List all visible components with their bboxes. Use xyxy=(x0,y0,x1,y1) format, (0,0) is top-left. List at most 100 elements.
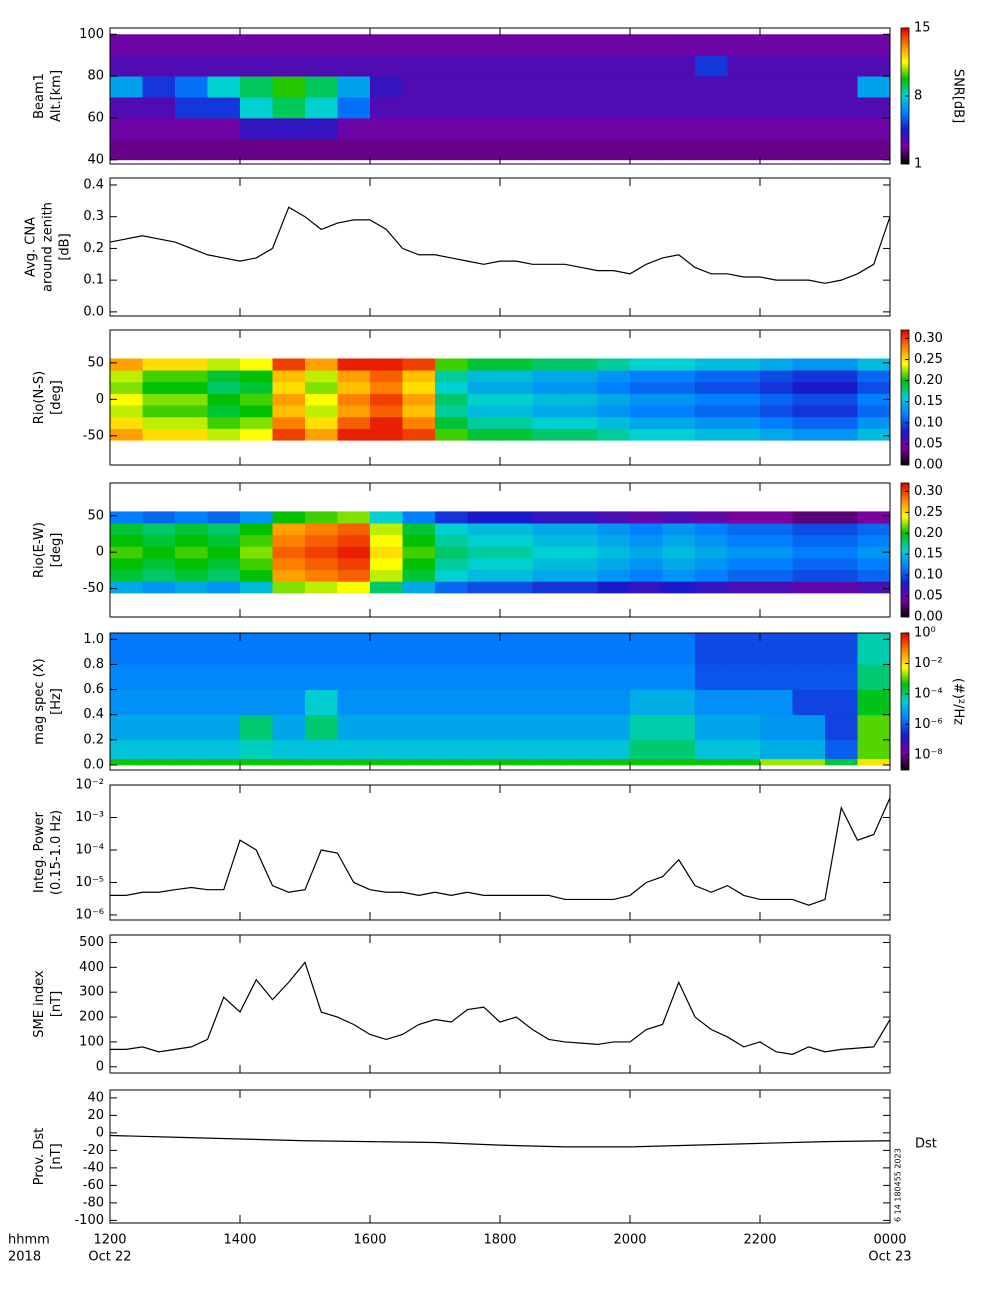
heatmap-cell xyxy=(565,546,598,559)
heatmap-cell xyxy=(760,758,793,766)
heatmap-cell xyxy=(857,358,891,371)
heatmap-cell xyxy=(175,569,208,582)
heatmap-cell xyxy=(175,714,208,741)
heatmap-cell xyxy=(760,633,793,665)
heatmap-cell xyxy=(727,55,761,77)
heatmap-cell xyxy=(760,428,793,441)
heatmap-cell xyxy=(402,55,436,77)
heatmap-cell xyxy=(240,55,273,77)
colorbar xyxy=(900,482,910,618)
heatmap-cell xyxy=(305,523,338,536)
heatmap-cell xyxy=(825,523,858,536)
heatmap-cell xyxy=(695,534,728,547)
heatmap-cell xyxy=(110,117,143,140)
y-axis-label: [Hz] xyxy=(49,688,64,715)
heatmap-cell xyxy=(630,405,663,418)
heatmap-cell xyxy=(467,633,501,665)
colorbar-tick-label: 0.25 xyxy=(914,352,943,367)
heatmap-cell xyxy=(240,381,273,394)
heatmap-cell xyxy=(597,76,631,98)
heatmap-cell xyxy=(857,405,891,418)
y-tick-label: 0 xyxy=(96,1125,104,1140)
heatmap-cell xyxy=(305,758,338,766)
heatmap-cell xyxy=(337,138,371,161)
heatmap-cell xyxy=(500,633,533,665)
heatmap-cell xyxy=(825,97,858,119)
heatmap-cell xyxy=(662,34,696,56)
y-axis-label: [nT] xyxy=(49,1143,64,1169)
y-tick-label: 0.0 xyxy=(83,304,104,319)
heatmap-cell xyxy=(435,511,468,524)
heatmap-cell xyxy=(402,569,436,582)
heatmap-cell xyxy=(110,664,143,690)
colorbar-tick-label: 0.30 xyxy=(914,484,943,499)
annotation: Dst xyxy=(915,1136,937,1151)
heatmap-cell xyxy=(207,534,241,547)
heatmap-cell xyxy=(792,76,826,98)
heatmap-cell xyxy=(565,117,598,140)
heatmap-cell xyxy=(825,739,858,760)
heatmap-cell xyxy=(175,393,208,406)
heatmap-cell xyxy=(240,117,273,140)
heatmap-cell xyxy=(272,405,306,418)
colorbar-tick-label: 0.25 xyxy=(914,505,943,520)
heatmap-cell xyxy=(435,534,468,547)
heatmap-cell xyxy=(565,76,598,98)
heatmap-cell xyxy=(662,511,696,524)
heatmap-cell xyxy=(240,138,273,161)
heatmap-cell xyxy=(305,714,338,741)
heatmap-cell xyxy=(467,664,501,690)
heatmap-cell xyxy=(630,55,663,77)
heatmap-cell xyxy=(240,558,273,571)
heatmap-cell xyxy=(240,370,273,383)
heatmap-cell xyxy=(272,393,306,406)
heatmap-cell xyxy=(662,358,696,371)
y-axis-label: [dB] xyxy=(58,233,73,260)
heatmap-cell xyxy=(370,739,403,760)
heatmap-cell xyxy=(435,34,468,56)
heatmap-cell xyxy=(435,97,468,119)
heatmap-cell xyxy=(727,393,761,406)
heatmap-cell xyxy=(565,758,598,766)
heatmap-cell xyxy=(110,138,143,161)
heatmap-cell xyxy=(142,546,176,559)
heatmap-cell xyxy=(532,664,566,690)
heatmap-cell xyxy=(175,381,208,394)
heatmap-cell xyxy=(272,511,306,524)
heatmap-cell xyxy=(532,546,566,559)
heatmap-cell xyxy=(467,370,501,383)
heatmap-cell xyxy=(565,664,598,690)
heatmap-cell xyxy=(110,76,143,98)
colorbar-tick-label: 0.00 xyxy=(914,458,943,473)
colorbar-tick-label: 0.00 xyxy=(914,610,943,625)
heatmap-cell xyxy=(240,393,273,406)
colorbar-tick-label: 0.20 xyxy=(914,373,943,388)
heatmap-cell xyxy=(110,758,143,766)
heatmap-cell xyxy=(305,546,338,559)
heatmap-cell xyxy=(272,97,306,119)
heatmap-cell xyxy=(240,428,273,441)
heatmap-cell xyxy=(727,581,761,594)
heatmap-cell xyxy=(662,370,696,383)
heatmap-cell xyxy=(630,416,663,429)
heatmap-cell xyxy=(207,97,241,119)
heatmap-cell xyxy=(142,569,176,582)
heatmap-cell xyxy=(662,405,696,418)
heatmap-cell xyxy=(792,664,826,690)
heatmap-cell xyxy=(240,97,273,119)
data-line xyxy=(109,1134,891,1148)
heatmap-cell xyxy=(435,569,468,582)
heatmap-cell xyxy=(337,34,371,56)
heatmap-cell xyxy=(305,739,338,760)
heatmap-cell xyxy=(825,546,858,559)
heatmap-cell xyxy=(565,689,598,716)
x-date-label: Oct 22 xyxy=(88,1250,131,1265)
heatmap-cell xyxy=(370,758,403,766)
heatmap-cell xyxy=(142,381,176,394)
heatmap-cell xyxy=(695,358,728,371)
heatmap-cell xyxy=(597,546,631,559)
heatmap-cell xyxy=(435,370,468,383)
heatmap-cell xyxy=(792,569,826,582)
heatmap-cell xyxy=(272,546,306,559)
heatmap-cell xyxy=(370,381,403,394)
